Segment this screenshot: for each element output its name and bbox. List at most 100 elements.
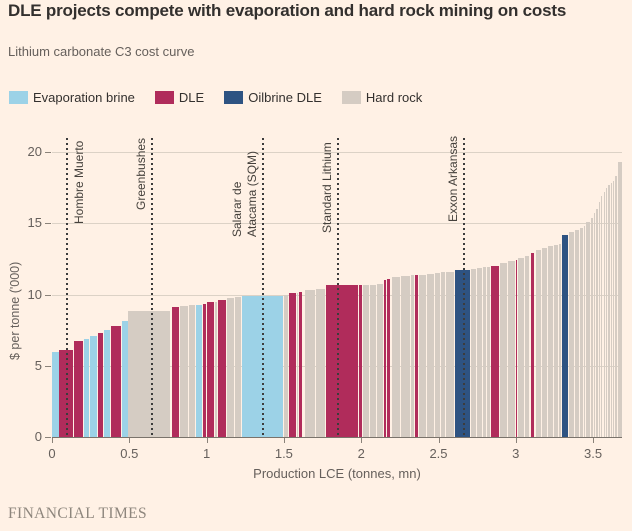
cost-bar [445,271,454,437]
x-axis-line [52,437,623,438]
cost-bar [427,273,434,437]
cost-bar [103,330,110,437]
y-tick [45,365,51,367]
cost-bar [97,333,103,437]
x-tick-label: 1 [202,446,211,461]
x-axis-title: Production LCE (tonnes, mn) [253,466,421,481]
cost-bar [542,248,547,437]
cost-bar [370,284,376,437]
cost-bar [610,182,613,437]
cost-bar [548,246,553,437]
cost-bar [583,226,585,437]
project-marker-line [150,138,153,437]
chart-subtitle: Lithium carbonate C3 cost curve [8,44,195,59]
project-marker-line [65,138,68,437]
cost-bar [362,285,369,437]
legend: Evaporation brine DLE Oilbrine DLE Hard roc… [9,90,422,105]
cost-bar [607,184,610,437]
cost-bar [574,229,579,437]
legend-item: Oilbrine DLE [224,90,322,105]
y-tick [45,152,51,153]
cost-bar [491,266,499,437]
project-marker-line [262,138,265,437]
cost-bar [618,162,623,437]
cost-bar [202,303,206,437]
x-tick [438,438,440,443]
project-marker-label-line: Hombre Muerto [71,140,86,224]
y-tick-label: 15 [27,215,42,231]
cost-bar [195,304,202,437]
x-tick [52,438,53,443]
project-marker-label-line: Atacama (SQM) [245,150,260,237]
cost-bar [507,261,515,437]
cost-bar [524,256,530,437]
cost-bar [487,266,490,437]
cost-bar [411,275,415,437]
cost-bar [304,289,315,437]
cost-bar [590,217,593,437]
cost-bar [585,221,590,437]
cost-bar [593,213,596,437]
cost-bar [315,288,325,437]
x-tick [593,438,595,443]
legend-item: DLE [154,90,205,105]
x-tick-label: 3 [512,446,520,461]
cost-bar [558,243,561,437]
project-marker-label-line: Exxon Arkansas [446,135,460,222]
cost-bar [471,268,477,438]
cost-bar [128,310,170,437]
cost-bar [580,227,583,437]
y-tick-label: 20 [27,144,42,159]
cost-bar [477,268,482,437]
legend-label: Hard rock [365,90,423,105]
cost-bar [454,269,470,437]
project-marker-label: Hombre Muerto [72,141,87,224]
cost-bar [89,335,97,437]
legend-swatch-icon [224,91,244,104]
cost-bar [531,252,534,437]
page-title: DLE projects compete with evaporation an… [8,1,567,20]
legend-swatch-icon [154,91,174,104]
project-marker-line [337,138,339,437]
cost-bar [172,307,179,437]
x-tick [283,438,285,443]
cost-bar [206,301,214,437]
cost-bar [217,299,226,437]
cost-bar [535,250,541,437]
project-marker-label-line: Standard Lithium [320,142,334,233]
cost-bar [603,191,606,437]
cost-bar [180,305,188,437]
cost-bar [227,298,234,437]
cost-bar [554,244,558,437]
cost-bar [289,293,296,437]
cost-bar [392,276,400,437]
cost-bar [326,284,358,437]
project-marker-label: Salarar de Atacama (SQM) [230,151,260,237]
cost-bar [377,283,383,437]
project-marker-label: Exxon Arkansas [446,136,461,222]
cost-bar [297,293,299,437]
cost-bar [562,234,568,437]
project-marker-label-line: Salarar de [230,181,245,237]
project-marker-label-line: Greenbushes [133,137,148,210]
cost-bar [569,231,574,437]
x-tick [129,438,131,443]
cost-bar [122,320,128,437]
x-tick-label: 3.5 [584,446,603,461]
cost-bar [384,279,387,437]
project-marker-label: Standard Lithium [320,142,335,233]
x-tick [515,438,517,443]
cost-bar [110,325,122,437]
cost-bar [482,267,487,437]
y-tick-label: 0 [34,429,42,444]
x-tick-label: 0.5 [120,446,139,461]
legend-label: Oilbrine DLE [248,90,322,105]
legend-label: Evaporation brine [33,90,135,105]
cost-bar [598,201,600,437]
cost-bar [400,276,410,437]
legend-item: Hard rock [341,90,423,105]
x-tick-label: 0 [48,446,56,461]
legend-label: DLE [178,90,205,105]
cost-bar [615,176,618,437]
